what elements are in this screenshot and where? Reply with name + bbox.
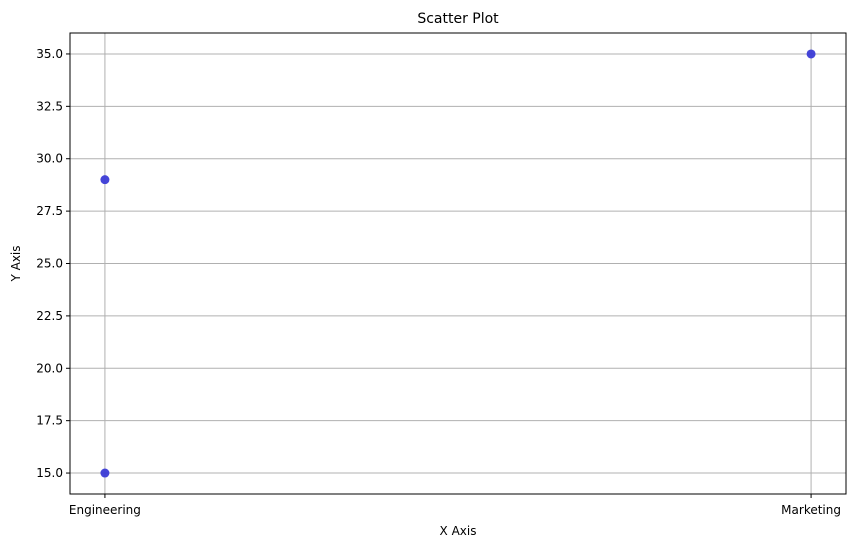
y-tick-label: 25.0: [36, 257, 63, 271]
x-tick-label: Marketing: [781, 503, 841, 517]
y-tick-label: 32.5: [36, 99, 63, 113]
scatter-point: [100, 175, 110, 185]
y-axis-label: Y Axis: [9, 245, 23, 282]
y-tick-label: 27.5: [36, 204, 63, 218]
grid-layer: [70, 33, 846, 494]
chart-title: Scatter Plot: [417, 11, 499, 27]
y-tick-label: 17.5: [36, 414, 63, 428]
scatter-point: [806, 49, 816, 59]
ticks-layer: 15.0 17.5 20.0 22.5 25.0 27.5 30.0 32.5 35.0 Engi…: [36, 47, 841, 517]
scatter-point: [100, 468, 110, 478]
x-axis-label: X Axis: [440, 524, 477, 538]
points-layer: [100, 49, 816, 478]
y-tick-label: 22.5: [36, 309, 63, 323]
y-tick-label: 20.0: [36, 361, 63, 375]
y-tick-label: 35.0: [36, 47, 63, 61]
x-tick-label: Engineering: [69, 503, 141, 517]
y-tick-label: 30.0: [36, 152, 63, 166]
y-tick-label: 15.0: [36, 466, 63, 480]
